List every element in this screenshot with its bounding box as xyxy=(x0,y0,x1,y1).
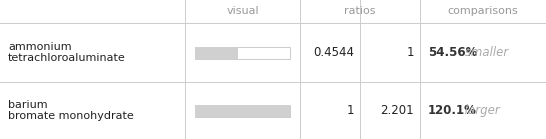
Text: 54.56%: 54.56% xyxy=(428,46,477,59)
Text: ratios: ratios xyxy=(344,7,376,17)
Text: comparisons: comparisons xyxy=(448,7,518,17)
Text: 1: 1 xyxy=(347,104,354,117)
Text: 2.201: 2.201 xyxy=(381,104,414,117)
Text: larger: larger xyxy=(461,104,500,117)
Text: 0.4544: 0.4544 xyxy=(313,46,354,59)
Bar xyxy=(195,47,238,59)
Text: barium
bromate monohydrate: barium bromate monohydrate xyxy=(8,100,134,121)
Text: ammonium
tetrachloroaluminate: ammonium tetrachloroaluminate xyxy=(8,42,126,63)
Bar xyxy=(195,105,290,116)
Bar xyxy=(195,47,290,59)
Text: 120.1%: 120.1% xyxy=(428,104,477,117)
Bar xyxy=(195,105,290,116)
Text: smaller: smaller xyxy=(461,46,508,59)
Text: 1: 1 xyxy=(407,46,414,59)
Text: visual: visual xyxy=(226,7,259,17)
